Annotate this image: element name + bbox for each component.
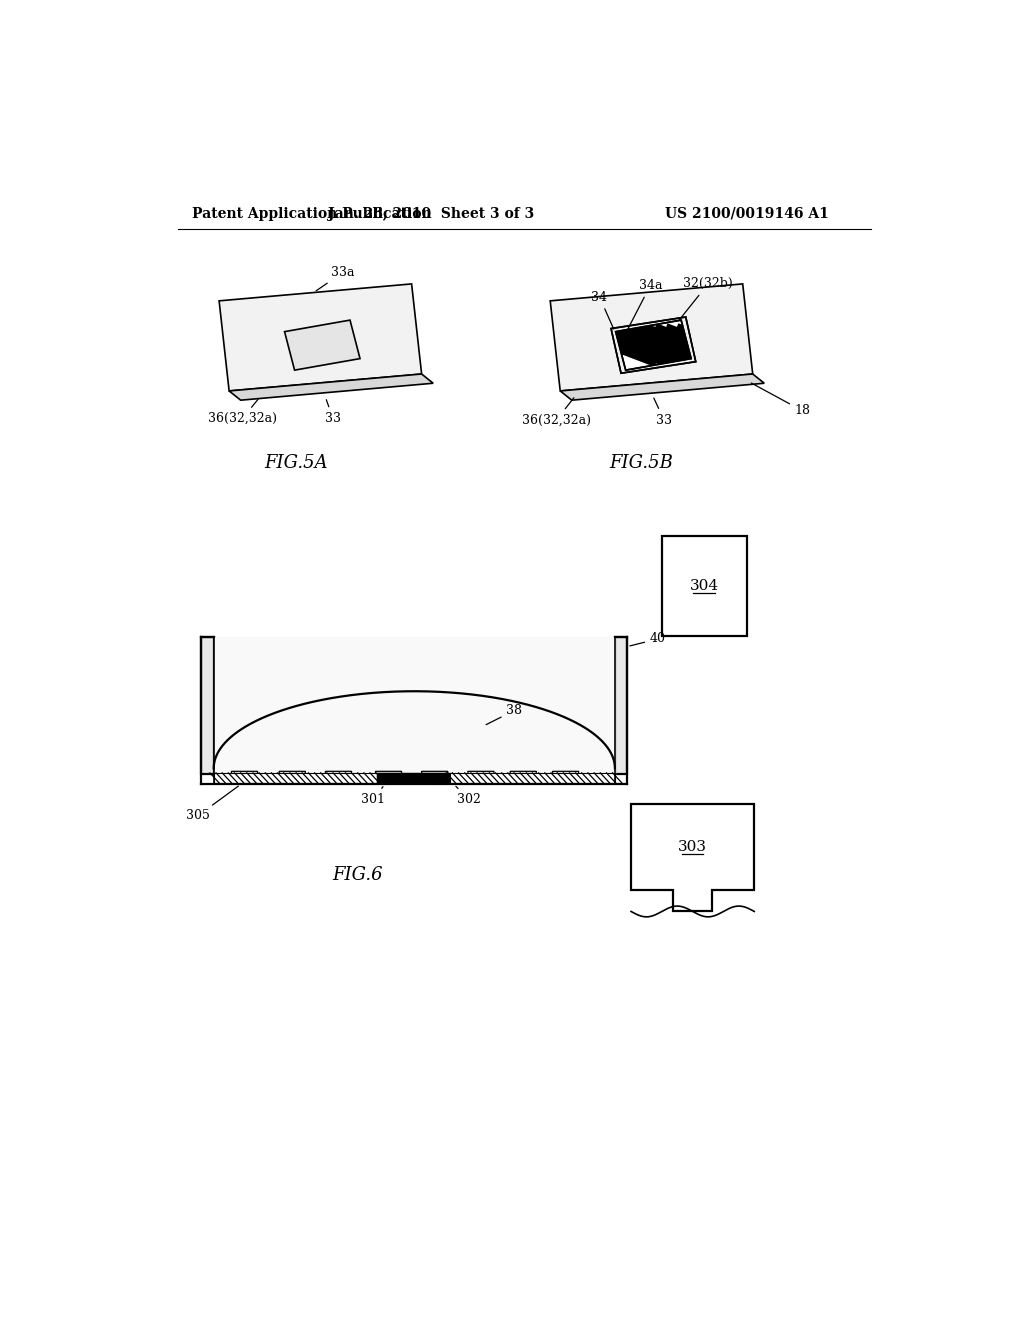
Polygon shape [422,771,447,784]
Text: 38: 38 [486,704,522,725]
Text: 303: 303 [678,840,708,854]
Polygon shape [214,774,377,783]
Text: 32(32b): 32(32b) [679,277,733,321]
Bar [662,536,746,636]
Text: 34: 34 [592,290,613,329]
Text: FIG.5A: FIG.5A [264,454,328,471]
Polygon shape [326,771,351,784]
Polygon shape [510,771,537,784]
Text: 305: 305 [185,785,239,822]
Polygon shape [285,321,360,370]
Text: 36(32,32a): 36(32,32a) [208,399,276,425]
Polygon shape [560,374,764,400]
Polygon shape [611,317,695,374]
Bar [377,774,451,783]
Text: 301: 301 [361,787,385,807]
Polygon shape [214,638,614,775]
Text: 40: 40 [630,632,666,645]
Polygon shape [219,284,422,391]
Polygon shape [451,774,614,783]
Text: 33a: 33a [316,265,355,290]
Text: 33: 33 [653,399,672,426]
Text: US 2100/0019146 A1: US 2100/0019146 A1 [665,207,828,220]
Polygon shape [615,321,691,370]
Text: 36(32,32a): 36(32,32a) [521,397,591,426]
Polygon shape [468,771,494,784]
Polygon shape [280,771,305,784]
Polygon shape [214,692,614,768]
Text: 302: 302 [456,787,481,807]
Polygon shape [231,771,258,784]
Text: 34a: 34a [626,279,663,333]
Text: Patent Application Publication: Patent Application Publication [193,207,432,220]
Polygon shape [377,774,451,783]
Polygon shape [550,284,753,391]
Polygon shape [229,374,433,400]
Polygon shape [553,771,579,784]
Text: 33: 33 [325,400,341,425]
Polygon shape [631,804,755,911]
Polygon shape [376,771,401,784]
Text: 304: 304 [689,578,719,593]
Bar [614,638,628,775]
Bar [202,638,214,775]
Text: Jan. 28, 2010  Sheet 3 of 3: Jan. 28, 2010 Sheet 3 of 3 [328,207,534,220]
Text: FIG.6: FIG.6 [333,866,383,883]
Text: 18: 18 [752,383,811,417]
Text: FIG.5B: FIG.5B [609,454,673,471]
